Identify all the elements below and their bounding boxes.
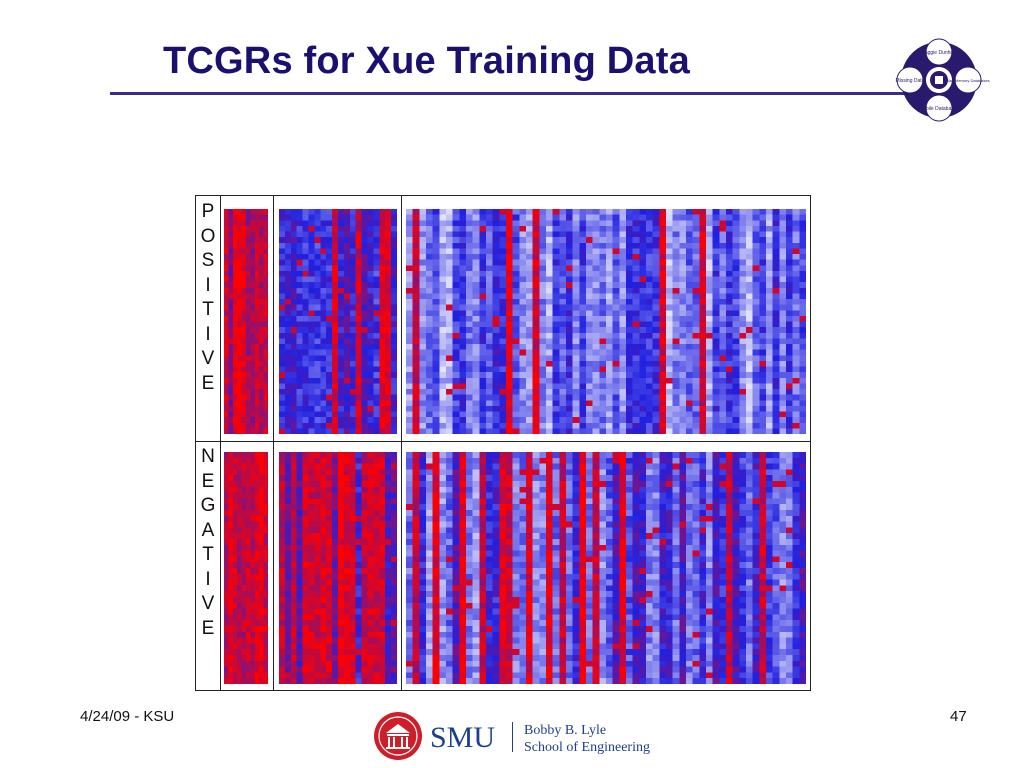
positive-letter: V <box>201 348 215 369</box>
corner-logo-label-bottom: Mobile Databases <box>919 106 960 112</box>
negative-label: N E G A T I V E <box>196 445 220 641</box>
divider-right <box>401 196 402 690</box>
negative-letter: E <box>201 617 215 639</box>
negative-letter: V <box>201 593 215 614</box>
smu-school-line2: School of Engineering <box>524 740 650 755</box>
corner-logo-label-left: Missing Data <box>896 78 925 84</box>
page-number: 47 <box>950 708 967 725</box>
title-rule <box>110 92 905 95</box>
negative-letter: A <box>201 519 215 541</box>
positive-heatmap-medium <box>279 209 397 434</box>
smu-school-line1: Bobby B. Lyle <box>524 723 606 738</box>
negative-heatmap-medium <box>279 452 397 684</box>
corner-logo-label-top: Maggie Dunham <box>921 50 958 56</box>
divider-mid <box>273 196 274 690</box>
negative-letter: N <box>201 446 215 467</box>
smu-logo: SMU Bobby B. Lyle School of Engineering <box>374 712 650 760</box>
positive-heatmap-narrow <box>224 209 268 434</box>
negative-heatmap-wide <box>406 452 806 684</box>
corner-logo: Maggie Dunham Missing Data MainMemory Da… <box>896 38 990 122</box>
smu-wordmark: SMU <box>430 721 495 754</box>
footer-date: 4/24/09 - KSU <box>80 708 175 725</box>
positive-letter: O <box>200 225 216 247</box>
positive-heatmap-wide <box>406 209 806 434</box>
negative-heatmap-narrow <box>224 452 268 684</box>
divider-left <box>220 196 221 690</box>
positive-letter: I <box>205 323 211 345</box>
negative-letter: G <box>200 495 216 516</box>
tcgr-figure: P O S I T I V E N E G A T I V E <box>195 195 811 691</box>
slide-title: TCGRs for Xue Training Data <box>163 40 690 82</box>
negative-letter: T <box>202 544 214 565</box>
corner-logo-label-right: MainMemory Databases <box>946 78 989 83</box>
positive-label: P O S I T I V E <box>196 200 220 396</box>
negative-letter: E <box>201 470 215 492</box>
positive-letter: S <box>201 250 215 271</box>
positive-letter: P <box>201 201 215 222</box>
positive-letter: E <box>201 372 215 394</box>
positive-letter: I <box>205 274 211 296</box>
divider-horizontal <box>196 441 810 442</box>
positive-letter: T <box>202 299 214 320</box>
negative-letter: I <box>205 568 211 590</box>
